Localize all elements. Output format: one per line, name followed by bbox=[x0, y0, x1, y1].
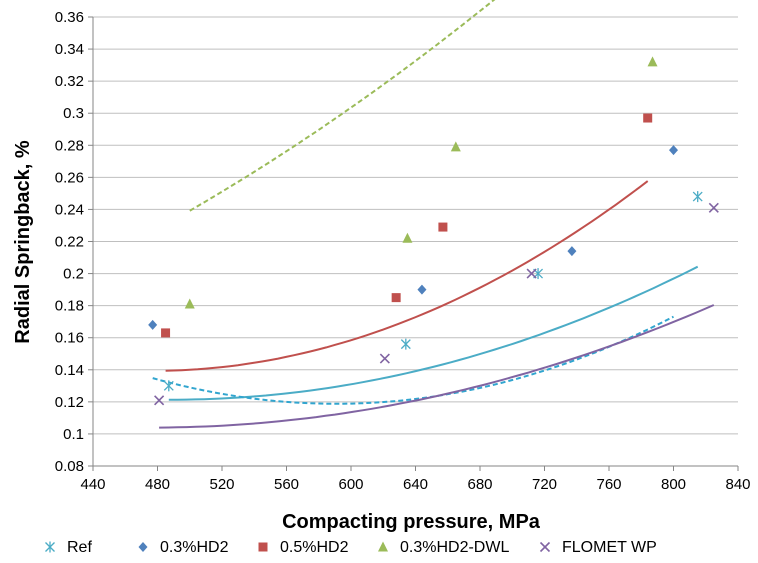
point-series-0 bbox=[400, 338, 411, 350]
x-tick-label: 680 bbox=[467, 476, 492, 493]
trendline-1 bbox=[152, 315, 674, 405]
trendline-4 bbox=[159, 304, 715, 429]
marker-stroke bbox=[526, 268, 537, 279]
y-tick-label: 0.1 bbox=[63, 426, 84, 443]
x-tick-label: 600 bbox=[338, 476, 363, 493]
x-tick-label: 440 bbox=[80, 476, 105, 493]
point-series-3 bbox=[450, 141, 461, 152]
legend-marker-3 bbox=[378, 541, 388, 552]
point-series-3 bbox=[402, 232, 413, 243]
legend-marker-2 bbox=[258, 542, 268, 552]
point-series-4 bbox=[708, 202, 719, 213]
point-series-4 bbox=[526, 268, 537, 279]
legend-label-4: FLOMET WP bbox=[562, 539, 657, 556]
point-series-2 bbox=[391, 293, 401, 303]
point-series-3 bbox=[184, 298, 195, 309]
y-tick-label: 0.08 bbox=[55, 458, 84, 475]
point-series-4 bbox=[154, 395, 165, 406]
y-tick-label: 0.14 bbox=[55, 362, 84, 379]
point-series-1 bbox=[567, 246, 577, 257]
x-tick-label: 800 bbox=[661, 476, 686, 493]
point-series-0 bbox=[692, 191, 703, 203]
point-series-2 bbox=[438, 222, 448, 232]
trendline-3 bbox=[189, 0, 496, 212]
marker-stroke bbox=[708, 202, 719, 213]
x-tick-label: 840 bbox=[725, 476, 750, 493]
legend-marker-0 bbox=[45, 541, 55, 553]
axes bbox=[88, 16, 739, 471]
marker-stroke bbox=[379, 353, 390, 364]
tick-labels: 0.08 0.1 0.12 0.14 0.16 0.18 0.2 0.22 0.24 0.26 0.… bbox=[55, 9, 751, 493]
point-series-2 bbox=[161, 328, 171, 338]
trendline-0 bbox=[168, 265, 699, 401]
legend-label-2: 0.5%HD2 bbox=[280, 539, 349, 556]
x-tick-label: 560 bbox=[274, 476, 299, 493]
point-series-1 bbox=[417, 284, 427, 295]
x-tick-label: 720 bbox=[532, 476, 557, 493]
y-tick-label: 0.3 bbox=[63, 105, 84, 122]
x-axis-title: Compacting pressure, MPa bbox=[282, 511, 541, 533]
trendlines bbox=[152, 0, 715, 429]
point-series-3 bbox=[647, 56, 658, 67]
x-tick-label: 760 bbox=[596, 476, 621, 493]
marker-stroke bbox=[154, 395, 165, 406]
data-markers bbox=[148, 56, 719, 406]
y-tick-label: 0.26 bbox=[55, 169, 84, 186]
legend-label-1: 0.3%HD2 bbox=[160, 539, 229, 556]
y-tick-label: 0.24 bbox=[55, 201, 84, 218]
gridlines bbox=[93, 16, 738, 467]
y-tick-label: 0.34 bbox=[55, 41, 84, 58]
y-tick-label: 0.28 bbox=[55, 137, 84, 154]
y-tick-label: 0.32 bbox=[55, 73, 84, 90]
point-series-2 bbox=[643, 113, 653, 123]
y-tick-label: 0.18 bbox=[55, 298, 84, 315]
y-tick-label: 0.22 bbox=[55, 234, 84, 251]
x-tick-label: 520 bbox=[209, 476, 234, 493]
legend: Ref 0.3%HD2 0.5%HD2 0.3%HD2-DWL FLOMET WP bbox=[45, 539, 657, 556]
y-tick-label: 0.12 bbox=[55, 394, 84, 411]
legend-marker-4 bbox=[539, 541, 551, 553]
trendline-2 bbox=[165, 180, 649, 372]
legend-label-0: Ref bbox=[67, 539, 92, 556]
point-series-0 bbox=[163, 380, 174, 392]
legend-marker-1 bbox=[138, 542, 148, 552]
y-tick-label: 0.16 bbox=[55, 330, 84, 347]
legend-label-3: 0.3%HD2-DWL bbox=[400, 539, 509, 556]
point-series-1 bbox=[148, 319, 158, 330]
x-tick-label: 480 bbox=[145, 476, 170, 493]
y-tick-label: 0.36 bbox=[55, 9, 84, 26]
y-axis-title: Radial Springback, % bbox=[12, 140, 34, 344]
point-series-1 bbox=[669, 145, 678, 156]
point-series-4 bbox=[379, 353, 390, 364]
marker-stroke bbox=[539, 541, 551, 553]
y-tick-label: 0.2 bbox=[63, 266, 84, 283]
x-tick-label: 640 bbox=[403, 476, 428, 493]
